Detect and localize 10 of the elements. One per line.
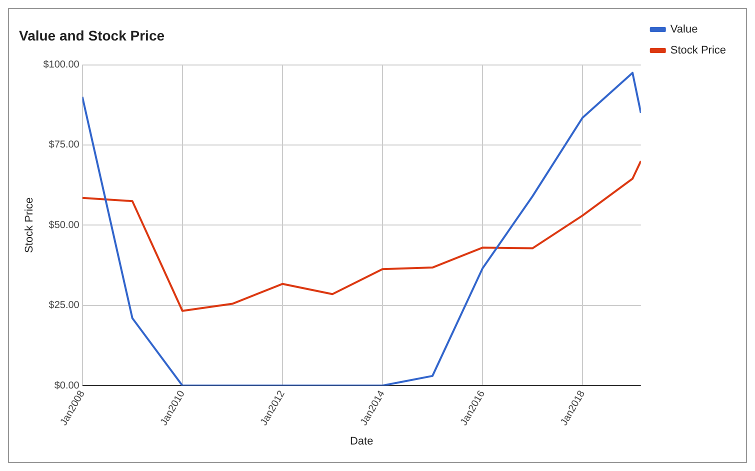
y-tick-label: $75.00 bbox=[48, 140, 80, 151]
y-tick-label: $100.00 bbox=[43, 60, 80, 71]
y-tick-label: $25.00 bbox=[48, 300, 80, 312]
x-axis-title: Date bbox=[350, 435, 374, 448]
y-tick-label: $0.00 bbox=[54, 380, 80, 392]
chart-title: Value and Stock Price bbox=[19, 27, 165, 44]
legend-label: Stock Price bbox=[670, 44, 726, 57]
y-axis-title: Stock Price bbox=[24, 197, 36, 254]
legend-label: Value bbox=[670, 24, 698, 36]
y-tick-label: $50.00 bbox=[48, 220, 80, 231]
